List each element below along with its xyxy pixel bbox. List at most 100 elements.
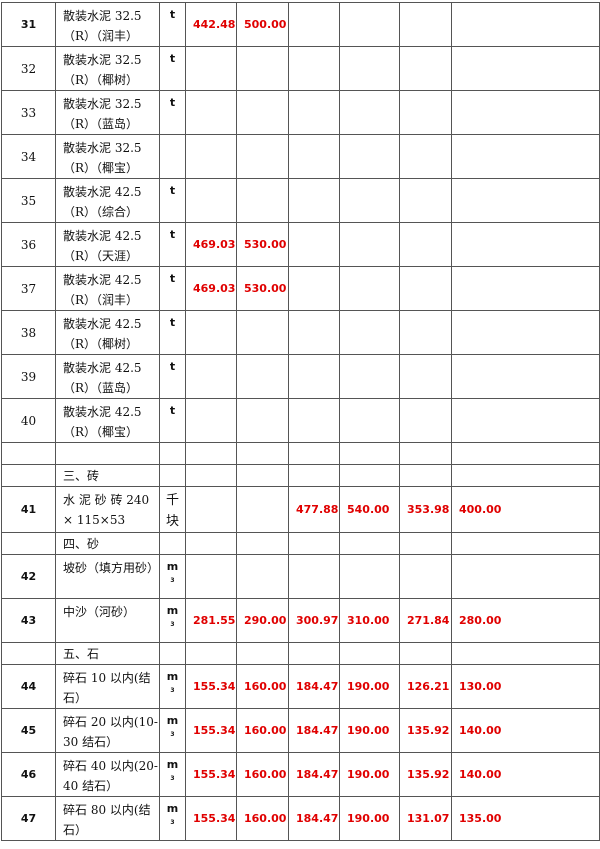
table-row: 32 散装水泥 32.5（R）（椰树） t (1, 46, 600, 91)
item-unit: t (159, 266, 186, 311)
price-cell (399, 222, 452, 267)
price-cell (339, 642, 400, 665)
item-unit: t (159, 178, 186, 223)
price-cell: 280.00 (451, 598, 600, 643)
table-row: 36 散装水泥 42.5（R）（天涯） t 469.03 530.00 (1, 222, 600, 267)
price-cell (185, 178, 237, 223)
empty-cell (399, 442, 452, 465)
item-name: 散装水泥 42.5（R）（椰树） (55, 310, 160, 355)
item-name: 散装水泥 32.5（R）（椰树） (55, 46, 160, 91)
price-cell (288, 266, 340, 311)
price-cell (399, 310, 452, 355)
price-cell (185, 90, 237, 135)
price-cell: 155.34 (185, 664, 237, 709)
item-number: 40 (1, 398, 56, 443)
item-name: 碎石 40 以内(20-40 结石） (55, 752, 160, 797)
price-cell: 540.00 (339, 486, 400, 533)
price-cell: 442.48 (185, 2, 237, 47)
price-cell: 126.21 (399, 664, 452, 709)
table-row: 37 散装水泥 42.5（R）（润丰） t 469.03 530.00 (1, 266, 600, 311)
price-cell (236, 554, 289, 599)
table-row: 34 散装水泥 32.5（R）（椰宝） (1, 134, 600, 179)
table-row: 35 散装水泥 42.5（R）（综合） t (1, 178, 600, 223)
price-cell (451, 178, 600, 223)
blank-row (1, 442, 600, 465)
price-cell (185, 310, 237, 355)
price-cell (236, 486, 289, 533)
price-cell (399, 134, 452, 179)
item-number: 38 (1, 310, 56, 355)
section-row: 四、砂 (1, 532, 600, 555)
item-unit: t (159, 90, 186, 135)
empty-cell (1, 442, 56, 465)
price-cell (339, 134, 400, 179)
price-cell: 477.88 (288, 486, 340, 533)
price-cell: 469.03 (185, 266, 237, 311)
item-unit: t (159, 398, 186, 443)
item-number: 43 (1, 598, 56, 643)
price-cell (451, 464, 600, 487)
price-cell (451, 2, 600, 47)
item-unit: 千块 (159, 486, 186, 533)
table-row: 47 碎石 80 以内(结石） m 3 155.34 160.00 184.47 190.00… (1, 796, 600, 841)
item-name: 散装水泥 42.5（R）（椰宝） (55, 398, 160, 443)
price-cell (451, 266, 600, 311)
price-cell (288, 642, 340, 665)
price-cell (288, 398, 340, 443)
price-cell (451, 354, 600, 399)
item-number: 45 (1, 708, 56, 753)
price-cell (236, 178, 289, 223)
price-cell: 140.00 (451, 752, 600, 797)
price-cell (236, 532, 289, 555)
item-name: 坡砂（填方用砂） (55, 554, 160, 599)
price-cell (339, 532, 400, 555)
price-cell (399, 266, 452, 311)
price-cell (399, 46, 452, 91)
price-cell: 281.55 (185, 598, 237, 643)
price-cell (451, 642, 600, 665)
price-cell (288, 222, 340, 267)
price-cell: 155.34 (185, 796, 237, 841)
empty-cell (451, 442, 600, 465)
price-cell (451, 532, 600, 555)
section-title: 五、石 (55, 642, 160, 665)
price-cell (288, 2, 340, 47)
price-cell (236, 46, 289, 91)
price-cell (451, 46, 600, 91)
price-cell: 184.47 (288, 752, 340, 797)
price-cell: 469.03 (185, 222, 237, 267)
item-number: 31 (1, 2, 56, 47)
price-cell: 140.00 (451, 708, 600, 753)
price-cell (185, 46, 237, 91)
item-number: 33 (1, 90, 56, 135)
price-cell (399, 642, 452, 665)
price-cell (236, 398, 289, 443)
price-cell (288, 134, 340, 179)
item-unit (159, 464, 186, 487)
empty-cell (159, 442, 186, 465)
table-row: 38 散装水泥 42.5（R）（椰树） t (1, 310, 600, 355)
table-row: 45 碎石 20 以内(10-30 结石） m 3 155.34 160.00 184.47… (1, 708, 600, 753)
item-name: 散装水泥 42.5（R）（综合） (55, 178, 160, 223)
item-unit: t (159, 222, 186, 267)
price-cell (236, 642, 289, 665)
price-cell (451, 310, 600, 355)
item-number (1, 464, 56, 487)
item-name: 碎石 80 以内(结石） (55, 796, 160, 841)
price-cell (451, 222, 600, 267)
price-cell (339, 310, 400, 355)
price-cell: 160.00 (236, 708, 289, 753)
price-cell (288, 532, 340, 555)
price-cell (399, 554, 452, 599)
price-cell (288, 310, 340, 355)
price-cell: 190.00 (339, 796, 400, 841)
price-cell (339, 46, 400, 91)
price-cell (288, 178, 340, 223)
item-unit: t (159, 310, 186, 355)
section-row: 五、石 (1, 642, 600, 665)
price-cell (451, 90, 600, 135)
